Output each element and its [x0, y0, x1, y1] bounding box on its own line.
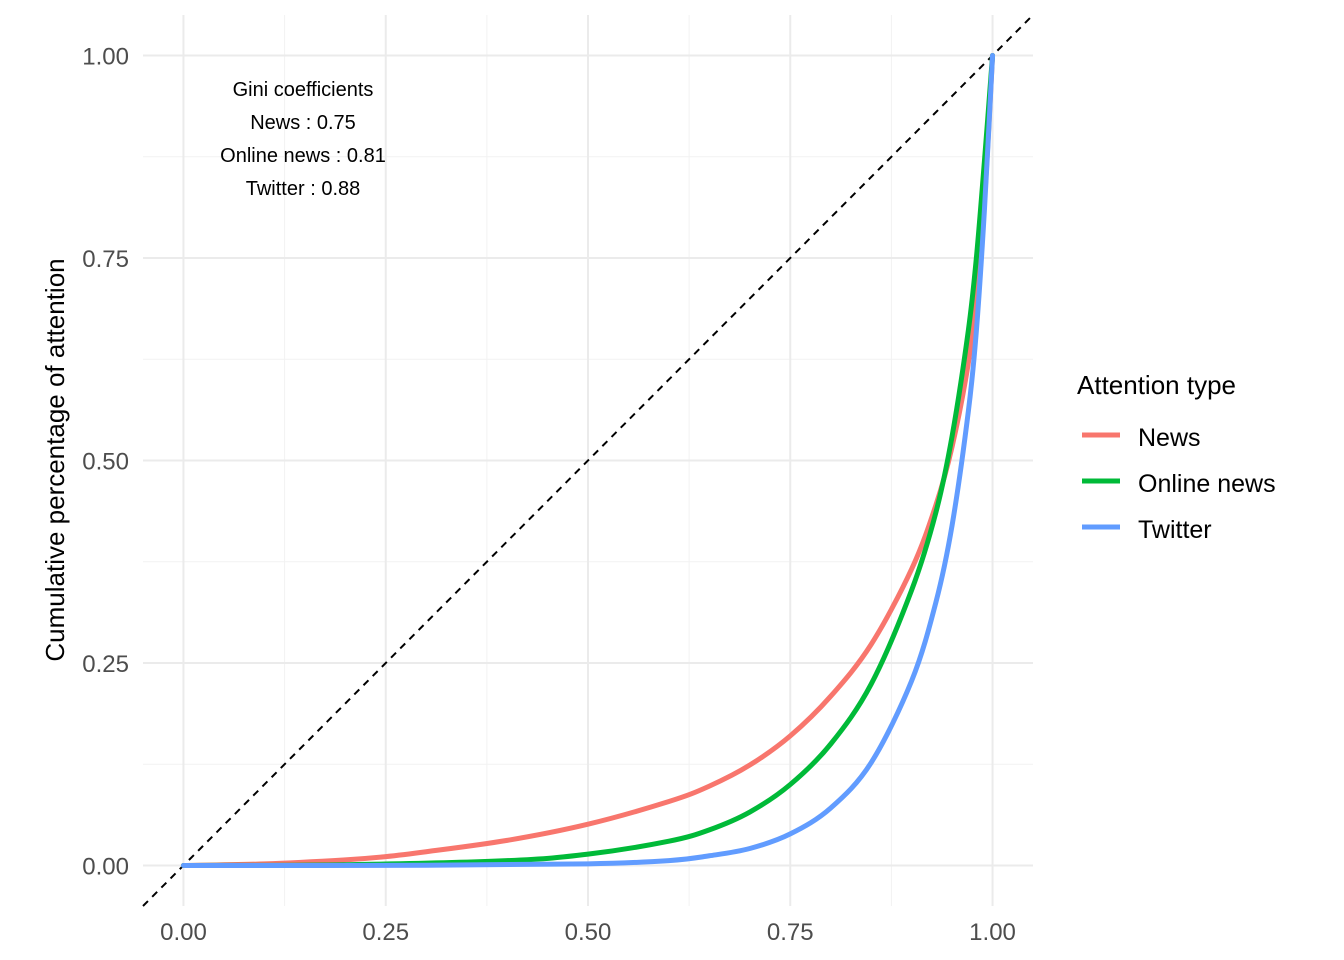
annotation-line: Online news : 0.81	[220, 145, 386, 167]
y-tick-label: 0.75	[82, 246, 129, 273]
series-lines	[180, 53, 996, 868]
y-tick-label: 1.00	[82, 44, 129, 71]
y-tick-label: 0.25	[82, 651, 129, 678]
legend-label: News	[1138, 424, 1201, 452]
tick-labels: 0.00 0.25 0.50 0.75 1.00 0.00 0.25 0.50 0.75 1.00	[82, 44, 1016, 947]
x-tick-label: 0.50	[565, 919, 612, 946]
annotation-line: Gini coefficients	[233, 79, 374, 101]
x-tick-label: 0.75	[767, 919, 814, 946]
legend-label: Online news	[1138, 470, 1276, 498]
series-line-news	[180, 53, 996, 868]
legend-item-twitter: Twitter	[1082, 516, 1212, 544]
x-tick-label: 1.00	[969, 919, 1016, 946]
annotation-line: News : 0.75	[250, 112, 356, 134]
gini-annotation: Gini coefficients News : 0.75 Online new…	[220, 79, 386, 200]
y-tick-label: 0.00	[82, 854, 129, 881]
y-tick-label: 0.50	[82, 449, 129, 476]
legend-item-news: News	[1082, 424, 1201, 452]
legend-title: Attention type	[1077, 370, 1236, 400]
series-line-twitter	[180, 53, 996, 868]
legend: Attention type News Online news Twitter	[1077, 370, 1276, 544]
x-tick-label: 0.00	[160, 919, 207, 946]
diagonal-reference-line	[142, 14, 1034, 907]
x-tick-label: 0.25	[362, 919, 409, 946]
legend-label: Twitter	[1138, 516, 1212, 544]
series-line-online-news	[180, 53, 996, 868]
annotation-line: Twitter : 0.88	[246, 178, 361, 200]
reference-diagonal	[142, 14, 1034, 907]
legend-item-online-news: Online news	[1082, 470, 1276, 498]
y-axis-title: Cumulative percentage of attention	[40, 258, 70, 661]
